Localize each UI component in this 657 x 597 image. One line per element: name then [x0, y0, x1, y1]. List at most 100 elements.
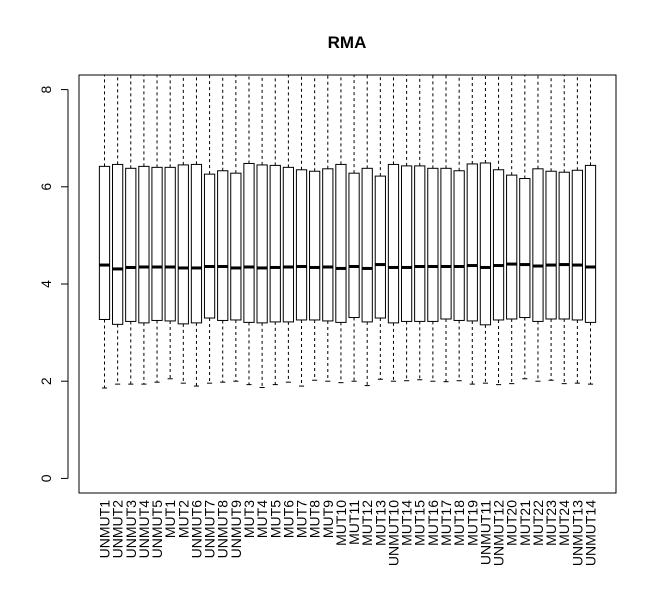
box-mut18: [453, 74, 465, 382]
iqr-box: [558, 171, 570, 320]
y-tick-label: 2: [38, 377, 54, 385]
x-tick-label: MUT19: [464, 500, 480, 546]
x-tick-label: UNMUT10: [385, 500, 401, 566]
box-mut12: [361, 74, 373, 387]
iqr-box: [519, 178, 531, 319]
iqr-box: [282, 166, 295, 323]
iqr-box: [348, 172, 360, 319]
x-tick-label: UNMUT6: [188, 500, 204, 559]
box-unmut13: [571, 74, 583, 384]
box-unmut11: [479, 74, 492, 384]
x-tick-label: MUT12: [359, 500, 375, 546]
box-mut8: [309, 74, 321, 381]
iqr-box: [177, 164, 189, 325]
box-mut6: [282, 74, 295, 383]
x-tick-label: MUT3: [241, 500, 257, 538]
box-unmut8: [217, 74, 229, 383]
iqr-box: [466, 163, 478, 322]
box-unmut6: [190, 74, 203, 387]
box-unmut4: [138, 74, 150, 385]
box-mut17: [440, 74, 452, 383]
x-tick-label: MUT2: [175, 500, 191, 538]
x-tick-label: UNMUT9: [228, 500, 244, 559]
box-mut24: [558, 74, 570, 385]
iqr-box: [256, 164, 268, 324]
box-unmut2: [112, 74, 124, 385]
iqr-box: [584, 164, 597, 323]
x-tick-label: MUT24: [556, 500, 572, 546]
x-tick-label: MUT17: [438, 500, 454, 546]
iqr-box: [203, 173, 216, 319]
iqr-box: [492, 169, 505, 321]
iqr-box: [479, 162, 492, 326]
x-tick-label: UNMUT12: [491, 500, 507, 566]
box-mut13: [374, 74, 386, 380]
iqr-box: [295, 169, 308, 321]
iqr-box: [217, 170, 229, 321]
chart-title: RMA: [328, 33, 367, 52]
plot-frame: [78, 74, 617, 494]
y-tick-label: 6: [38, 183, 54, 191]
x-tick-label: MUT23: [543, 500, 559, 546]
iqr-box: [269, 164, 281, 323]
iqr-box: [230, 172, 242, 321]
box-mut16: [427, 74, 439, 382]
boxplot-series: [98, 74, 597, 389]
box-mut3: [243, 74, 255, 386]
x-tick-label: UNMUT7: [202, 500, 218, 559]
iqr-box: [400, 165, 413, 322]
iqr-box: [190, 163, 203, 324]
y-tick-label: 4: [38, 280, 54, 288]
iqr-box: [545, 170, 557, 320]
iqr-box: [506, 174, 518, 320]
iqr-box: [453, 170, 465, 321]
iqr-box: [374, 175, 386, 319]
x-tick-label: MUT4: [254, 500, 270, 538]
box-mut11: [348, 74, 360, 382]
iqr-box: [243, 162, 255, 323]
x-tick-label: UNMUT3: [123, 500, 139, 559]
box-unmut14: [584, 74, 597, 385]
iqr-box: [322, 168, 334, 322]
x-tick-label: MUT9: [320, 500, 336, 538]
iqr-box: [164, 166, 176, 322]
x-tick-label: UNMUT8: [215, 500, 231, 559]
y-tick-label: 8: [38, 85, 54, 93]
x-tick-label: UNMUT11: [477, 500, 493, 565]
box-mut23: [545, 74, 557, 381]
x-tick-label: MUT5: [267, 500, 283, 538]
iqr-box: [112, 163, 124, 325]
x-tick-label: MUT10: [333, 500, 349, 546]
x-tick-label: UNMUT1: [97, 500, 113, 559]
box-mut19: [466, 74, 478, 385]
x-tick-label: MUT7: [294, 500, 310, 538]
box-mut14: [400, 74, 413, 382]
box-mut2: [177, 74, 189, 384]
box-mut4: [256, 74, 268, 389]
x-tick-label: UNMUT13: [569, 500, 585, 566]
box-mut7: [295, 74, 308, 387]
iqr-box: [309, 170, 321, 321]
box-mut21: [519, 74, 531, 380]
x-tick-label: MUT20: [504, 500, 520, 546]
iqr-box: [361, 167, 373, 323]
iqr-box: [440, 167, 452, 320]
box-unmut7: [203, 74, 216, 384]
box-mut1: [164, 74, 176, 380]
y-tick-label: 0: [38, 474, 54, 482]
x-axis-labels: UNMUT1UNMUT2UNMUT3UNMUT4UNMUT5MUT1MUT2UN…: [97, 500, 599, 566]
x-tick-label: UNMUT14: [583, 500, 599, 566]
iqr-box: [335, 163, 347, 323]
iqr-box: [387, 163, 400, 324]
iqr-box: [532, 168, 544, 322]
box-unmut10: [387, 74, 400, 382]
box-mut10: [335, 74, 347, 384]
x-tick-label: MUT22: [530, 500, 546, 546]
iqr-box: [98, 165, 111, 320]
x-tick-label: MUT6: [280, 500, 296, 538]
box-unmut3: [125, 74, 137, 385]
box-unmut1: [98, 74, 111, 389]
box-mut9: [322, 74, 334, 382]
